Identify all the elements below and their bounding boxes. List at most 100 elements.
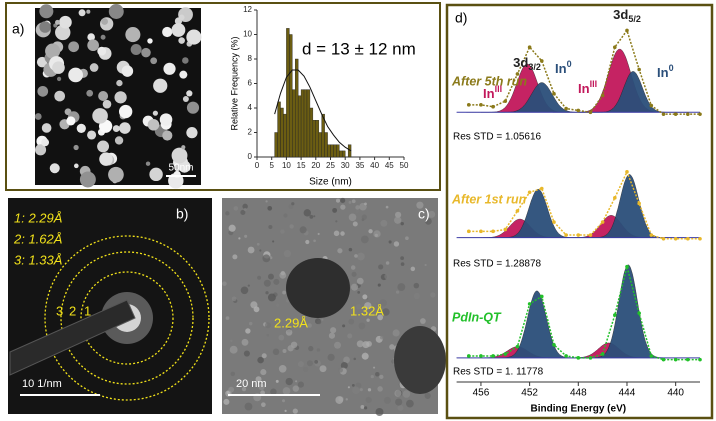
grain bbox=[385, 205, 389, 209]
grain bbox=[365, 396, 372, 404]
grain bbox=[328, 332, 336, 339]
grain bbox=[366, 318, 370, 322]
x-tick-label: 452 bbox=[521, 388, 538, 399]
grain bbox=[247, 246, 255, 254]
peak-label: 3d5/2 bbox=[613, 7, 641, 24]
grain bbox=[272, 240, 275, 243]
grain bbox=[297, 361, 304, 368]
particle bbox=[97, 140, 110, 153]
grain bbox=[292, 385, 299, 392]
grain bbox=[335, 198, 341, 203]
data-point bbox=[466, 229, 471, 234]
particle bbox=[100, 34, 106, 40]
grain bbox=[351, 199, 356, 204]
data-point bbox=[600, 220, 605, 224]
grain bbox=[250, 301, 258, 309]
grain bbox=[402, 390, 411, 398]
ring-label: 1 bbox=[84, 303, 91, 318]
bar bbox=[309, 107, 314, 158]
grain bbox=[282, 387, 291, 395]
grain bbox=[356, 304, 362, 310]
particle bbox=[59, 15, 72, 29]
data-point bbox=[588, 356, 593, 360]
y-tick-label: 10 bbox=[243, 30, 252, 39]
particle bbox=[41, 138, 50, 147]
data-point bbox=[698, 357, 702, 362]
bar bbox=[303, 89, 308, 158]
grain bbox=[382, 308, 390, 316]
grain bbox=[260, 390, 265, 396]
grain bbox=[309, 366, 316, 374]
d-spacing: 2.29Å bbox=[274, 315, 308, 330]
grain bbox=[416, 201, 424, 209]
bar bbox=[286, 28, 290, 158]
particle bbox=[54, 90, 66, 102]
data-point bbox=[491, 229, 495, 234]
grain bbox=[267, 205, 273, 211]
particle bbox=[114, 136, 124, 145]
grain bbox=[375, 408, 384, 416]
bar bbox=[321, 113, 325, 158]
particle bbox=[145, 161, 151, 166]
data-point bbox=[673, 236, 678, 241]
grain bbox=[238, 237, 241, 240]
peak-label-sub: 3/2 bbox=[528, 62, 541, 72]
peak-label-sub: 5/2 bbox=[628, 14, 641, 24]
data-point bbox=[686, 236, 690, 241]
bar bbox=[327, 144, 331, 158]
particle bbox=[186, 101, 200, 114]
x-tick-label: 0 bbox=[255, 161, 260, 170]
particle bbox=[186, 29, 202, 45]
component-label-main: In bbox=[657, 65, 669, 80]
particle bbox=[37, 85, 49, 97]
particle bbox=[73, 144, 79, 151]
grain bbox=[256, 242, 260, 246]
grain bbox=[228, 386, 235, 393]
grain bbox=[355, 205, 360, 210]
grain bbox=[347, 386, 350, 389]
particle bbox=[186, 127, 198, 139]
grain bbox=[379, 335, 384, 340]
grain bbox=[348, 247, 353, 252]
particle bbox=[87, 130, 97, 140]
grain bbox=[393, 241, 400, 247]
data-point bbox=[564, 106, 568, 111]
data-point bbox=[564, 233, 568, 237]
grain bbox=[330, 327, 337, 334]
grain bbox=[283, 213, 288, 218]
x-tick-label: 456 bbox=[473, 388, 490, 399]
data-point bbox=[661, 236, 666, 241]
grain bbox=[392, 329, 400, 337]
particle bbox=[108, 4, 124, 19]
particle bbox=[92, 108, 108, 124]
grain bbox=[313, 239, 316, 243]
particle bbox=[118, 104, 133, 119]
res-std: Res STD = 1.28878 bbox=[453, 259, 542, 270]
grain bbox=[295, 380, 298, 383]
component-label: InIII bbox=[483, 84, 502, 101]
particle bbox=[86, 9, 91, 14]
grain bbox=[385, 261, 390, 265]
bar bbox=[324, 132, 328, 158]
grain bbox=[288, 204, 294, 210]
data-point bbox=[576, 108, 581, 113]
particle bbox=[39, 21, 51, 33]
bar bbox=[339, 150, 343, 158]
grain bbox=[356, 252, 365, 261]
series-label: After 5th run bbox=[451, 74, 527, 88]
component-label: In0 bbox=[657, 63, 674, 80]
bar bbox=[274, 132, 278, 158]
grain bbox=[424, 263, 427, 267]
grain bbox=[340, 204, 346, 210]
particle bbox=[68, 41, 80, 53]
bar bbox=[318, 132, 322, 158]
particle bbox=[97, 46, 107, 56]
grain bbox=[233, 206, 239, 211]
component-peak bbox=[572, 264, 683, 359]
d-spacing: 3: 1.33Å bbox=[14, 252, 62, 267]
particle bbox=[179, 70, 188, 79]
particle bbox=[147, 38, 153, 44]
bar bbox=[295, 58, 299, 158]
data-point bbox=[625, 170, 629, 174]
grain bbox=[303, 366, 309, 372]
